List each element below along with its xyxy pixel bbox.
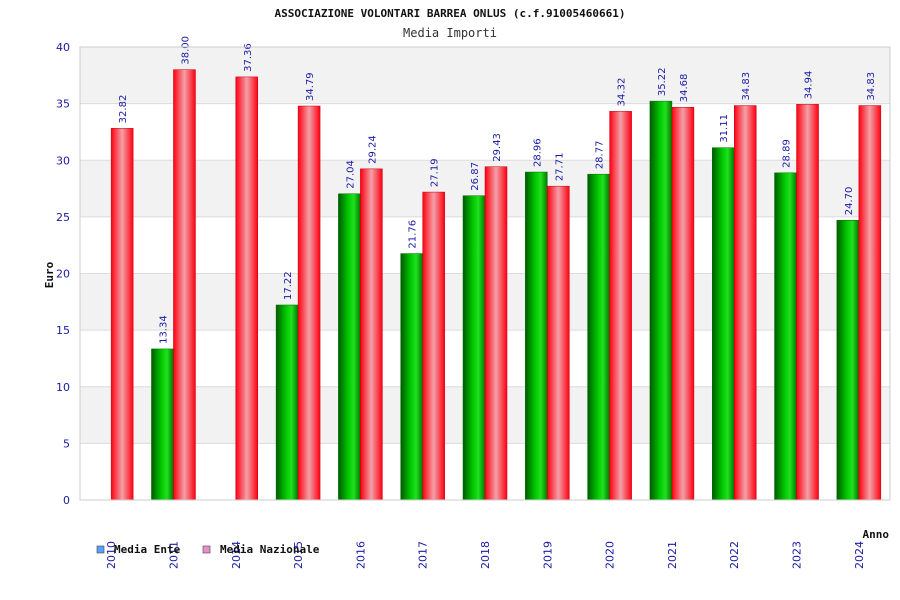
bar-media-nazionale: [297, 105, 321, 501]
data-label: 26.87: [470, 162, 481, 191]
data-label: 34.79: [305, 72, 316, 101]
x-tick-label: 2024: [853, 541, 866, 569]
y-tick-label: 35: [56, 98, 70, 111]
data-label: 38.00: [180, 36, 191, 65]
bar-media-ente: [151, 348, 174, 501]
plot-frame: [79, 46, 891, 501]
bars-layer: [110, 69, 882, 501]
x-tick-label: 2015: [292, 541, 305, 569]
x-tick-label: 2017: [417, 541, 430, 569]
x-tick-label: 2019: [541, 541, 554, 569]
data-label: 27.04: [345, 160, 356, 189]
legend-label-media-nazionale: Media Nazionale: [220, 543, 320, 556]
x-axis-title: Anno: [863, 528, 890, 541]
data-label: 35.22: [657, 67, 668, 96]
y-tick-label: 10: [56, 381, 70, 394]
y-tick-label: 20: [56, 268, 70, 281]
bar-media-nazionale: [547, 185, 570, 501]
y-tick-label: 30: [56, 154, 70, 167]
bar-media-ente: [587, 173, 610, 501]
bar-media-nazionale: [173, 69, 196, 501]
y-tick-label: 15: [56, 324, 70, 337]
chart-title: ASSOCIAZIONE VOLONTARI BARREA ONLUS (c.f…: [275, 7, 626, 20]
data-label: 34.32: [617, 78, 628, 107]
chart-subtitle: Media Importi: [403, 26, 497, 40]
bar-media-nazionale: [796, 104, 819, 501]
data-label: 29.24: [367, 135, 378, 164]
bar-media-nazionale: [422, 191, 445, 501]
legend-swatch-media-nazionale: [202, 545, 211, 554]
data-label: 28.77: [595, 141, 606, 170]
bar-media-ente: [836, 220, 860, 501]
data-label: 31.11: [719, 114, 730, 143]
data-label: 34.94: [804, 71, 815, 100]
data-label: 28.89: [782, 139, 793, 168]
bar-media-ente: [774, 172, 797, 501]
data-label: 34.83: [741, 72, 752, 101]
x-tick-label: 2011: [167, 541, 180, 569]
data-label: 24.70: [844, 187, 855, 216]
bar-media-ente: [649, 100, 673, 501]
y-tick-label: 5: [63, 437, 70, 450]
bar-media-ente: [338, 193, 361, 501]
x-tick-label: 2014: [230, 541, 243, 569]
bar-media-nazionale: [733, 105, 757, 501]
x-tick-label: 2016: [354, 541, 367, 569]
data-label: 27.19: [430, 158, 441, 187]
x-tick-label: 2023: [791, 541, 804, 569]
y-tick-label: 0: [63, 494, 70, 507]
data-label: 13.34: [158, 315, 169, 344]
x-tick-label: 2010: [105, 541, 118, 569]
bar-media-ente: [400, 253, 423, 501]
bar-media-ente: [275, 304, 299, 501]
bar-media-nazionale: [360, 168, 383, 501]
legend-label-media-ente: Media Ente: [114, 543, 181, 556]
axis-layer: 0 5 10 15 20 25 30 35 40 2010 2011 2014 2015 2016 2017…: [56, 41, 891, 569]
y-axis-title: Euro: [43, 261, 56, 288]
data-label: 27.71: [554, 153, 565, 182]
data-label: 34.68: [679, 74, 690, 103]
legend: Media Ente Media Nazionale: [96, 543, 320, 556]
data-label: 37.36: [243, 43, 254, 72]
bar-media-nazionale: [609, 111, 632, 501]
bar-media-nazionale: [484, 166, 508, 501]
x-tick-label: 2020: [604, 541, 617, 569]
data-label: 29.43: [492, 133, 503, 162]
bar-media-nazionale: [235, 76, 259, 501]
bar-media-nazionale: [858, 105, 882, 501]
data-label: 34.83: [866, 72, 877, 101]
data-label: 21.76: [408, 220, 419, 249]
data-labels-layer: 32.82 13.34 38.00 37.36 17.22 34.79 27.04 29.24…: [118, 36, 877, 344]
legend-swatch-media-ente: [96, 545, 105, 554]
data-label: 28.96: [532, 138, 543, 167]
x-tick-label: 2022: [728, 541, 741, 569]
bar-media-ente: [711, 147, 735, 501]
bar-media-ente: [462, 195, 486, 501]
grid-band: [80, 47, 890, 104]
y-tick-label: 40: [56, 41, 70, 54]
x-tick-label: 2021: [666, 541, 679, 569]
x-tick-label: 2018: [479, 541, 492, 569]
data-label: 17.22: [283, 271, 294, 300]
bar-media-nazionale: [110, 128, 134, 501]
y-tick-label: 25: [56, 211, 70, 224]
bar-media-nazionale: [671, 106, 695, 501]
bar-media-ente: [525, 171, 548, 501]
data-label: 32.82: [118, 95, 129, 124]
